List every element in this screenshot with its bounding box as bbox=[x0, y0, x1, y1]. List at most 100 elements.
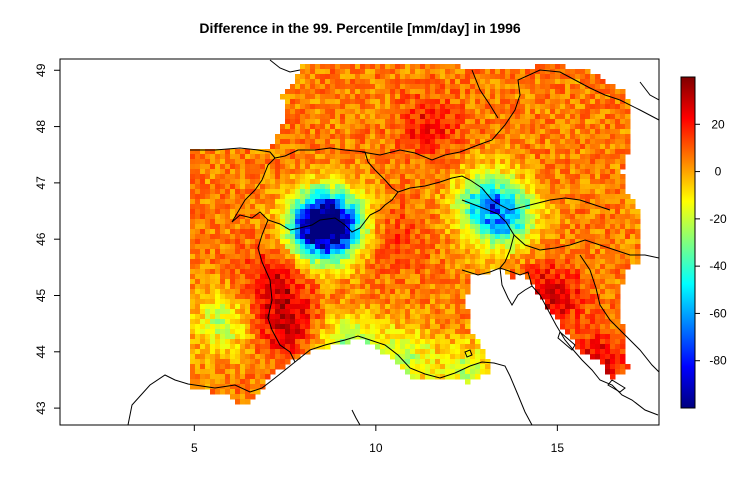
grid-cell bbox=[305, 264, 311, 270]
grid-cell bbox=[270, 304, 276, 310]
grid-cell bbox=[385, 64, 391, 70]
grid-cell bbox=[580, 214, 586, 220]
grid-cell bbox=[285, 184, 291, 190]
grid-cell bbox=[340, 214, 346, 220]
grid-cell bbox=[500, 134, 506, 140]
grid-cell bbox=[225, 274, 231, 280]
grid-cell bbox=[380, 179, 386, 185]
grid-cell bbox=[315, 259, 321, 265]
grid-cell bbox=[265, 224, 271, 230]
grid-cell bbox=[470, 254, 476, 260]
grid-cell bbox=[505, 79, 511, 85]
grid-cell bbox=[590, 349, 596, 355]
grid-cell bbox=[380, 89, 386, 95]
grid-cell bbox=[280, 294, 286, 300]
grid-cell bbox=[335, 259, 341, 265]
grid-cell bbox=[580, 94, 586, 100]
grid-cell bbox=[230, 284, 236, 290]
grid-cell bbox=[315, 109, 321, 115]
grid-cell bbox=[540, 189, 546, 195]
grid-cell bbox=[405, 114, 411, 120]
grid-cell bbox=[600, 84, 606, 90]
grid-cell bbox=[230, 184, 236, 190]
grid-cell bbox=[460, 279, 466, 285]
grid-cell bbox=[270, 334, 276, 340]
grid-cell bbox=[500, 79, 506, 85]
grid-cell bbox=[190, 229, 196, 235]
grid-cell bbox=[450, 289, 456, 295]
grid-cell bbox=[465, 239, 471, 245]
grid-cell bbox=[195, 299, 201, 305]
grid-cell bbox=[410, 89, 416, 95]
grid-cell bbox=[350, 94, 356, 100]
grid-cell bbox=[230, 199, 236, 205]
grid-cell bbox=[440, 169, 446, 175]
grid-cell bbox=[425, 214, 431, 220]
grid-cell bbox=[210, 339, 216, 345]
grid-cell bbox=[460, 69, 466, 75]
grid-cell bbox=[540, 264, 546, 270]
grid-cell bbox=[425, 244, 431, 250]
grid-cell bbox=[335, 309, 341, 315]
grid-cell bbox=[345, 69, 351, 75]
grid-cell bbox=[620, 354, 626, 360]
grid-cell bbox=[470, 359, 476, 365]
grid-cell bbox=[450, 159, 456, 165]
grid-cell bbox=[450, 304, 456, 310]
grid-cell bbox=[230, 364, 236, 370]
grid-cell bbox=[605, 319, 611, 325]
grid-cell bbox=[400, 349, 406, 355]
grid-cell bbox=[310, 209, 316, 215]
grid-cell bbox=[450, 109, 456, 115]
grid-cell bbox=[365, 299, 371, 305]
grid-cell bbox=[410, 124, 416, 130]
grid-cell bbox=[390, 64, 396, 70]
grid-cell bbox=[590, 104, 596, 110]
grid-cell bbox=[315, 154, 321, 160]
grid-cell bbox=[260, 264, 266, 270]
grid-cell bbox=[445, 369, 451, 375]
grid-cell bbox=[410, 204, 416, 210]
grid-cell bbox=[325, 319, 331, 325]
grid-cell bbox=[215, 149, 221, 155]
grid-cell bbox=[455, 274, 461, 280]
grid-cell bbox=[215, 184, 221, 190]
grid-cell bbox=[360, 334, 366, 340]
grid-cell bbox=[470, 349, 476, 355]
grid-cell bbox=[235, 259, 241, 265]
grid-cell bbox=[615, 259, 621, 265]
grid-cell bbox=[395, 159, 401, 165]
grid-cell bbox=[625, 224, 631, 230]
grid-cell bbox=[360, 169, 366, 175]
grid-cell bbox=[430, 239, 436, 245]
grid-cell bbox=[340, 149, 346, 155]
grid-cell bbox=[260, 309, 266, 315]
grid-cell bbox=[475, 364, 481, 370]
grid-cell bbox=[540, 159, 546, 165]
grid-cell bbox=[435, 154, 441, 160]
grid-cell bbox=[560, 319, 566, 325]
grid-cell bbox=[335, 334, 341, 340]
grid-cell bbox=[570, 119, 576, 125]
grid-cell bbox=[550, 244, 556, 250]
grid-cell bbox=[595, 299, 601, 305]
grid-cell bbox=[510, 264, 516, 270]
grid-cell bbox=[210, 329, 216, 335]
grid-cell bbox=[190, 159, 196, 165]
grid-cell bbox=[335, 224, 341, 230]
grid-cell bbox=[560, 109, 566, 115]
grid-cell bbox=[215, 229, 221, 235]
grid-cell bbox=[375, 319, 381, 325]
grid-cell bbox=[400, 104, 406, 110]
grid-cell bbox=[500, 209, 506, 215]
grid-cell bbox=[445, 374, 451, 380]
grid-cell bbox=[260, 249, 266, 255]
grid-cell bbox=[335, 244, 341, 250]
grid-cell bbox=[435, 304, 441, 310]
grid-cell bbox=[230, 349, 236, 355]
grid-cell bbox=[565, 229, 571, 235]
grid-cell bbox=[450, 164, 456, 170]
grid-cell bbox=[225, 199, 231, 205]
grid-cell bbox=[200, 259, 206, 265]
grid-cell bbox=[380, 339, 386, 345]
